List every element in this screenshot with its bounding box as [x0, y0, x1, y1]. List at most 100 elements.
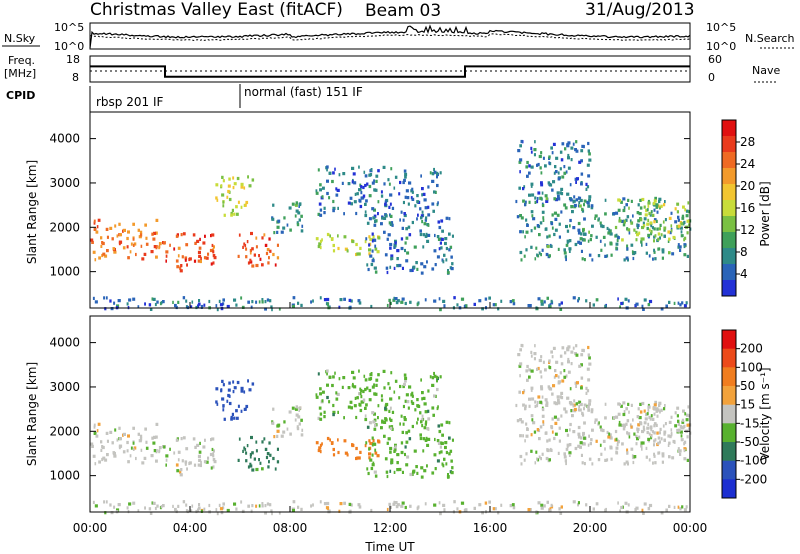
- velocity-cell: [210, 466, 213, 470]
- power-cell: [400, 210, 403, 214]
- power-cell: [588, 195, 592, 199]
- velocity-cell: [650, 436, 653, 440]
- velocity-cell: [426, 464, 428, 468]
- velocity-cell: [683, 447, 687, 451]
- velocity-cell: [271, 512, 273, 516]
- velocity-cell: [399, 422, 401, 426]
- power-cell: [162, 241, 164, 245]
- power-cell: [576, 177, 579, 181]
- velocity-cell: [400, 414, 403, 418]
- power-cell: [406, 251, 410, 255]
- power-cell: [604, 198, 607, 202]
- velocity-cell: [594, 418, 598, 422]
- power-cell: [221, 193, 225, 197]
- power-cell: [448, 248, 451, 252]
- velocity-cell: [578, 404, 581, 408]
- power-cell: [332, 209, 335, 213]
- velocity-cell: [96, 429, 99, 433]
- velocity-cell: [626, 448, 629, 452]
- power-cell: [658, 247, 661, 251]
- velocity-cell: [416, 398, 419, 402]
- power-cell: [249, 260, 253, 264]
- velocity-cell: [390, 458, 394, 462]
- power-cell: [298, 218, 301, 222]
- power-cell: [440, 237, 444, 241]
- power-cell: [560, 158, 564, 162]
- velocity-cell: [546, 439, 549, 443]
- velocity-cell: [292, 500, 296, 504]
- power-cell: [400, 246, 404, 251]
- power-cell: [215, 196, 218, 200]
- velocity-cell: [578, 408, 582, 412]
- power-cell: [558, 222, 561, 226]
- power-cell: [401, 297, 405, 301]
- velocity-cell: [552, 384, 556, 388]
- power-cell: [298, 204, 300, 208]
- velocity-cell: [423, 402, 427, 406]
- power-cell: [683, 253, 687, 257]
- power-cell: [198, 254, 202, 258]
- power-cell: [557, 171, 560, 175]
- velocity-cell: [677, 428, 681, 432]
- velocity-cell: [528, 397, 532, 401]
- power-cell: [283, 216, 286, 220]
- power-cell: [650, 232, 653, 236]
- power-cell: [681, 301, 684, 305]
- velocity-cell: [569, 422, 572, 427]
- velocity-cell: [351, 443, 355, 448]
- power-cell: [643, 298, 647, 302]
- velocity-cell: [347, 405, 351, 409]
- velocity-cell: [583, 403, 587, 407]
- velocity-cell: [192, 437, 196, 441]
- velocity-cell: [557, 381, 561, 385]
- velocity-cell: [609, 446, 613, 450]
- colorbar-tick-label: 20: [740, 179, 755, 193]
- power-cell: [370, 262, 374, 267]
- velocity-cell: [558, 439, 561, 443]
- velocity-cell: [530, 369, 534, 373]
- velocity-cell: [674, 424, 678, 428]
- velocity-cell: [655, 407, 659, 411]
- power-cell: [276, 225, 280, 229]
- velocity-cell: [556, 417, 560, 421]
- velocity-cell: [642, 428, 646, 432]
- velocity-cell: [301, 428, 304, 432]
- power-cell: [130, 242, 133, 246]
- power-cell: [384, 214, 388, 218]
- velocity-cell: [310, 504, 312, 508]
- velocity-cell: [101, 457, 104, 462]
- power-cell: [368, 235, 371, 239]
- velocity-cell: [220, 388, 223, 392]
- velocity-cell: [300, 418, 303, 422]
- velocity-cell: [572, 500, 576, 504]
- velocity-cell: [580, 386, 583, 390]
- power-cell: [587, 141, 590, 146]
- velocity-cell: [222, 404, 225, 408]
- velocity-cell: [492, 507, 495, 511]
- power-cell: [276, 230, 279, 234]
- velocity-cell: [554, 432, 558, 436]
- velocity-cell: [193, 463, 197, 467]
- power-cell: [191, 300, 194, 304]
- velocity-cell: [244, 448, 247, 452]
- colorbar-swatch: [722, 348, 736, 368]
- power-cell: [676, 202, 680, 206]
- velocity-cell: [427, 417, 431, 421]
- power-cell: [581, 207, 584, 211]
- velocity-cell: [94, 462, 97, 466]
- velocity-cell: [678, 449, 682, 453]
- velocity-cell: [273, 435, 276, 439]
- velocity-cell: [185, 503, 188, 507]
- power-cell: [383, 216, 387, 220]
- power-cell: [391, 221, 394, 225]
- velocity-cell: [126, 449, 129, 453]
- power-cell: [246, 240, 249, 244]
- power-cell: [366, 263, 369, 267]
- velocity-cell: [572, 346, 575, 350]
- power-cell: [625, 203, 628, 207]
- power-cell: [608, 228, 611, 232]
- velocity-cell: [326, 501, 330, 506]
- velocity-cell: [620, 404, 623, 408]
- velocity-cell: [436, 379, 438, 383]
- power-cell: [119, 240, 123, 244]
